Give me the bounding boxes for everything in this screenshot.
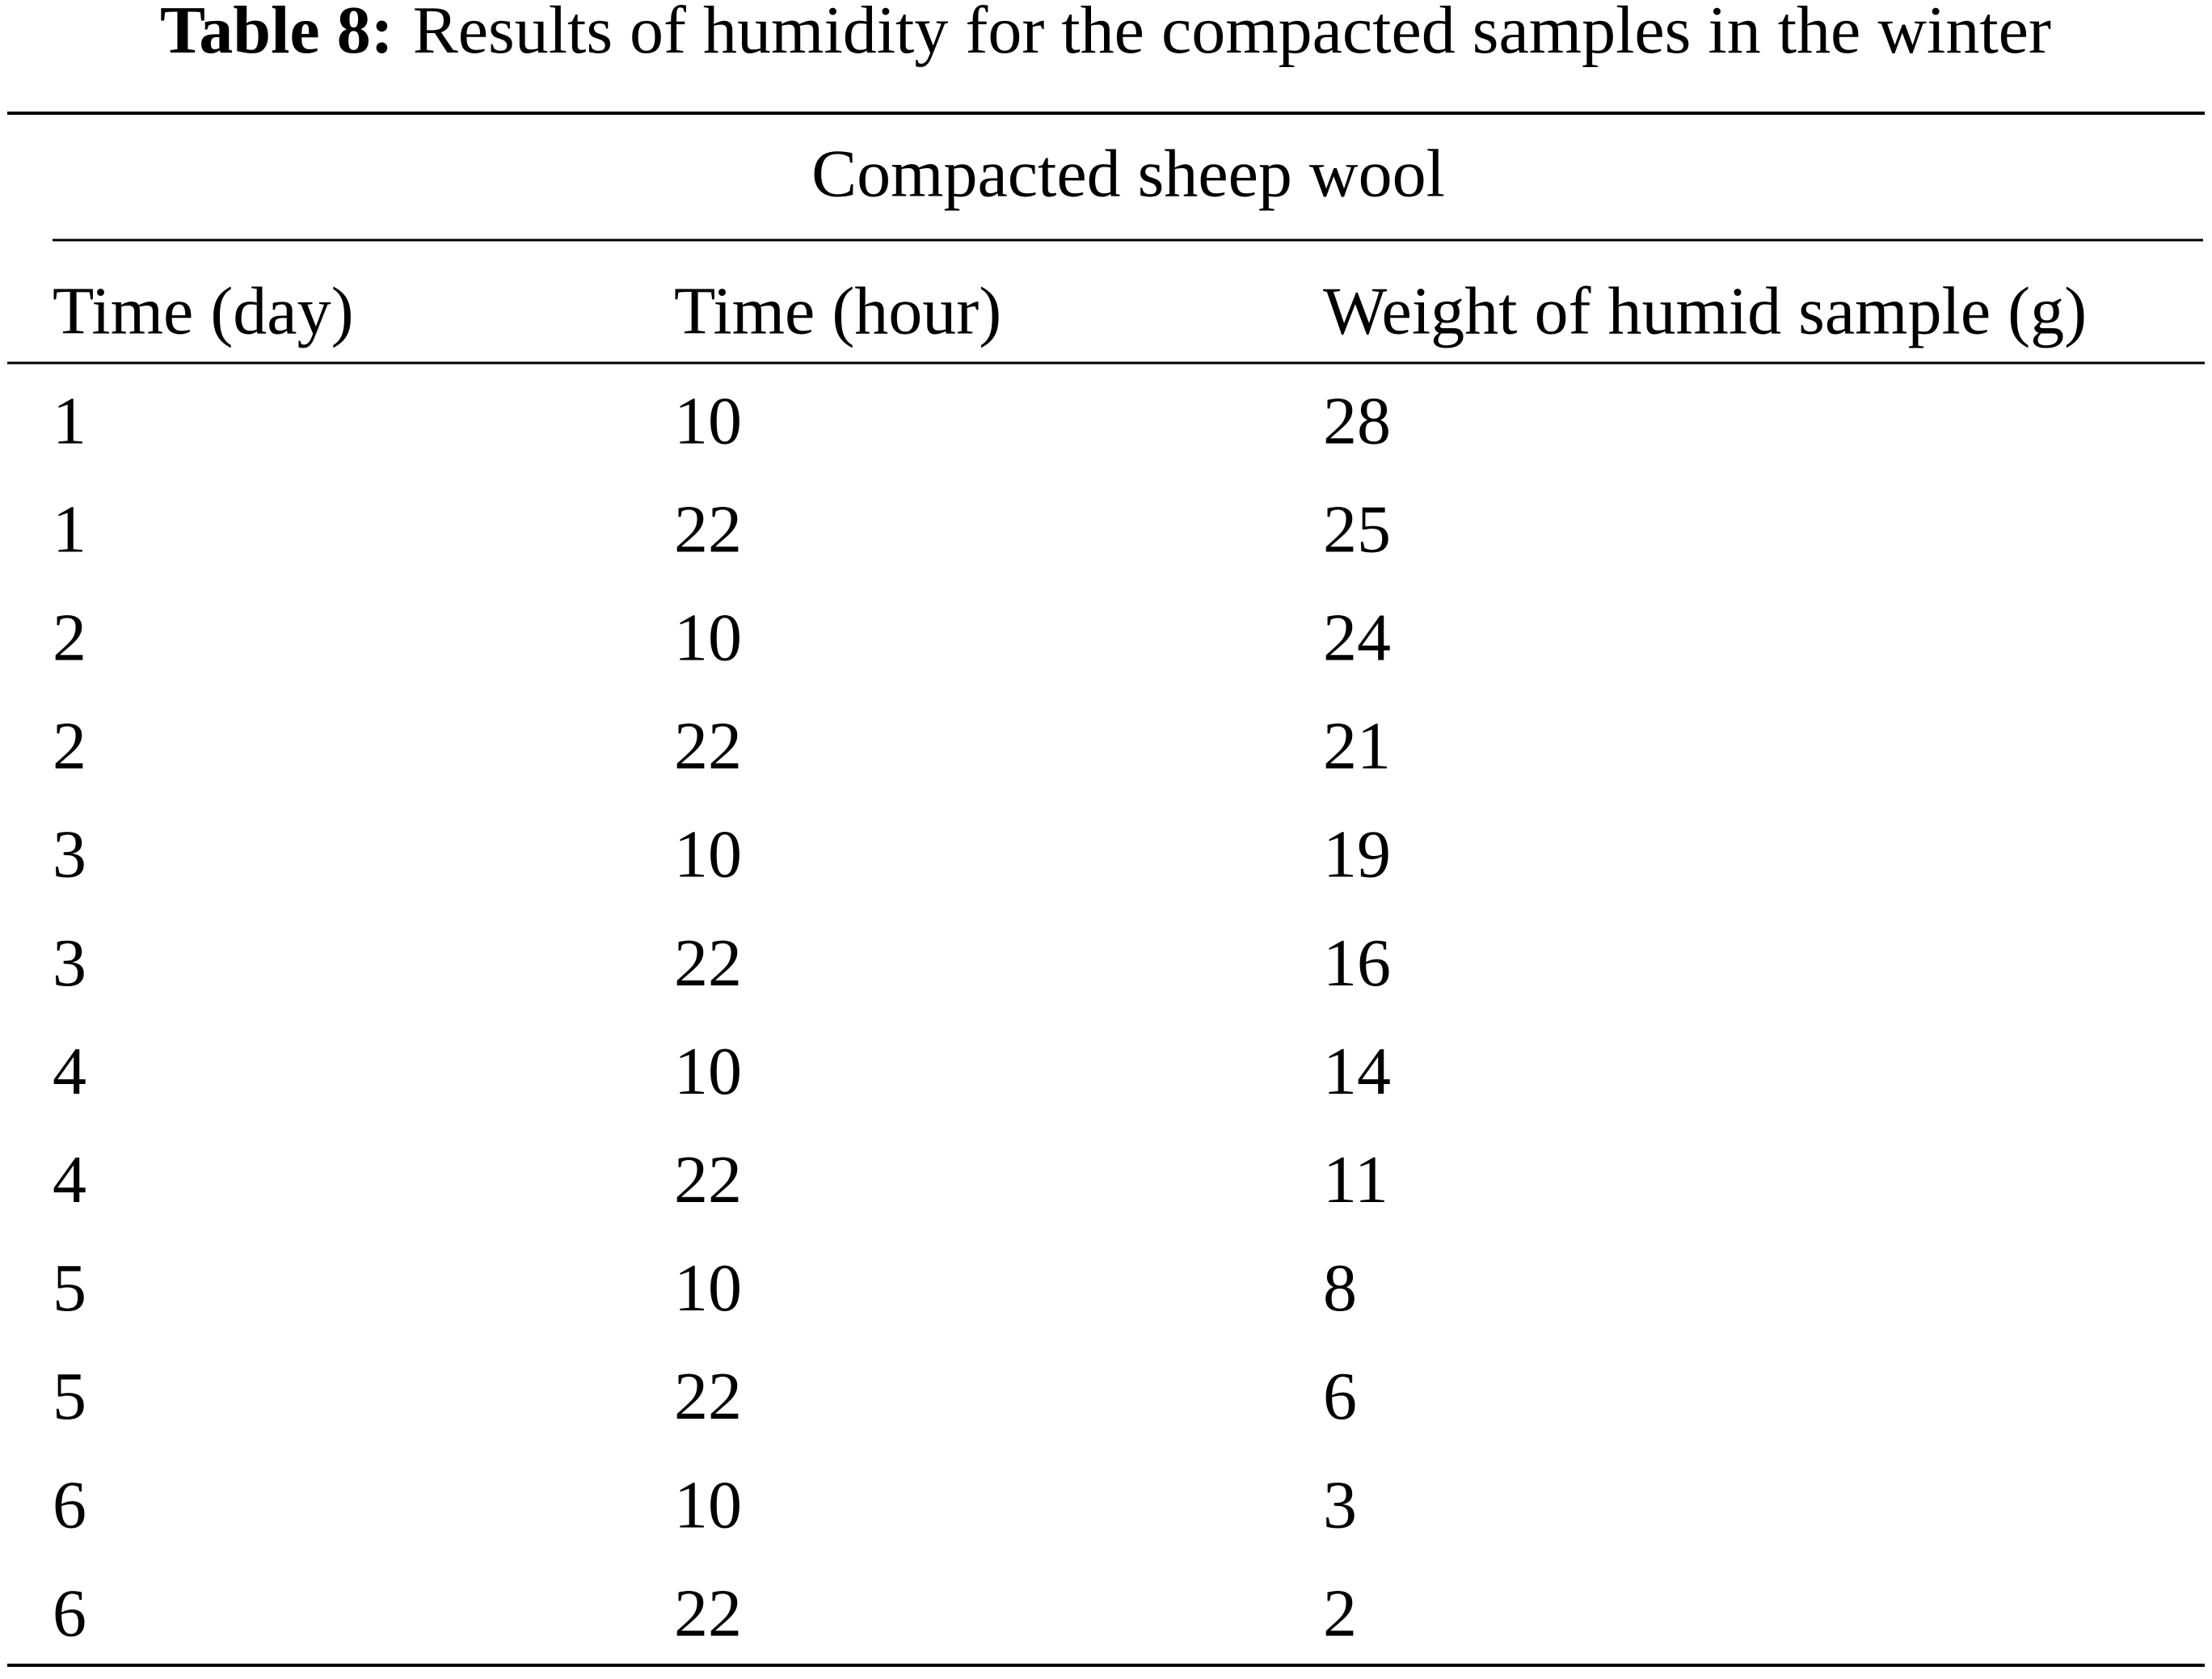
cell: 1 xyxy=(53,383,86,458)
cell: 2 xyxy=(1323,1576,1357,1651)
caption-text: Results of humidity for the compacted sa… xyxy=(413,0,2051,68)
column-header: Time (day) xyxy=(53,273,354,348)
group-header: Compacted sheep wool xyxy=(811,136,1445,211)
cell: 2 xyxy=(53,709,86,784)
cell: 22 xyxy=(674,491,742,567)
cell: 11 xyxy=(1323,1142,1388,1217)
cell: 8 xyxy=(1323,1251,1357,1326)
cell: 10 xyxy=(674,1034,742,1109)
cell: 22 xyxy=(674,1359,742,1434)
cell: 22 xyxy=(674,1142,742,1217)
cell: 5 xyxy=(53,1251,86,1326)
cell: 6 xyxy=(1323,1359,1357,1434)
cell: 16 xyxy=(1323,926,1391,1001)
cell: 22 xyxy=(674,926,742,1001)
cell: 22 xyxy=(674,709,742,784)
cell: 1 xyxy=(53,491,86,567)
cell: 5 xyxy=(53,1359,86,1434)
cell: 4 xyxy=(53,1034,86,1109)
column-header: Time (hour) xyxy=(674,273,1001,348)
column-header: Weight of humid sample (g) xyxy=(1323,273,2087,348)
caption-label: Table 8: xyxy=(160,0,394,68)
cell: 10 xyxy=(674,383,742,458)
cell: 2 xyxy=(53,600,86,675)
cell: 6 xyxy=(53,1467,86,1542)
cell: 3 xyxy=(53,817,86,892)
cell: 14 xyxy=(1323,1034,1391,1109)
cell: 28 xyxy=(1323,383,1391,458)
cell: 10 xyxy=(674,817,742,892)
cell: 10 xyxy=(674,1467,742,1542)
caption: Table 8: Results of humidity for the comp… xyxy=(160,0,2051,68)
cell: 3 xyxy=(1323,1467,1357,1542)
cell: 10 xyxy=(674,600,742,675)
cell: 19 xyxy=(1323,817,1391,892)
cell: 3 xyxy=(53,926,86,1001)
cell: 4 xyxy=(53,1142,86,1217)
cell: 25 xyxy=(1323,491,1391,567)
cell: 24 xyxy=(1323,600,1391,675)
cell: 6 xyxy=(53,1576,86,1651)
cell: 10 xyxy=(674,1251,742,1326)
cell: 22 xyxy=(674,1576,742,1651)
cell: 21 xyxy=(1323,709,1391,784)
